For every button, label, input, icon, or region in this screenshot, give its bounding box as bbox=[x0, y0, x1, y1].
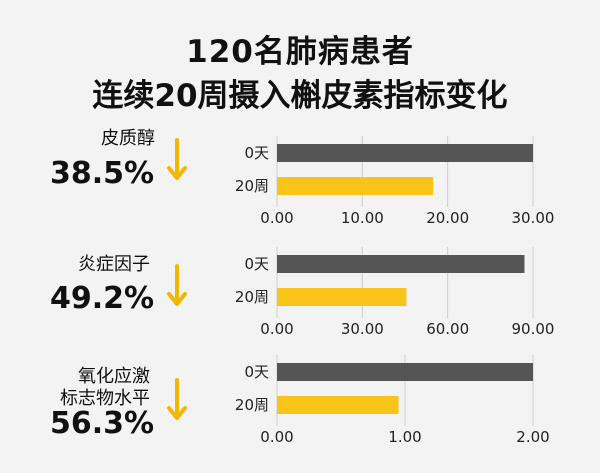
down-arrow-icon bbox=[167, 378, 187, 420]
chart-title-line1: 120名肺病患者 bbox=[186, 34, 414, 70]
tick-label: 2.00 bbox=[516, 428, 549, 446]
tick-label: 1.00 bbox=[388, 428, 421, 446]
bar bbox=[277, 363, 533, 381]
bar bbox=[277, 177, 434, 195]
metric-block-cortisol: 皮质醇 38.5% bbox=[40, 128, 190, 191]
metric-name: 皮质醇 bbox=[101, 128, 155, 149]
metric-change: 38.5% bbox=[50, 156, 155, 191]
tick-label: 60.00 bbox=[426, 320, 469, 338]
category-label: 20周 bbox=[235, 177, 269, 195]
tick-label: 90.00 bbox=[512, 320, 555, 338]
metric-name-line2: 标志物水平 bbox=[60, 388, 150, 409]
metric-change: 49.2% bbox=[50, 281, 155, 316]
category-label: 0天 bbox=[244, 363, 269, 381]
metric-name: 炎症因子 bbox=[78, 254, 150, 275]
tick-label: 0.00 bbox=[260, 320, 293, 338]
bar bbox=[277, 144, 533, 162]
tick-label: 10.00 bbox=[341, 209, 384, 227]
metric-name-line1: 氧化应激 bbox=[78, 366, 150, 387]
tick-label: 0.00 bbox=[260, 209, 293, 227]
tick-label: 30.00 bbox=[341, 320, 384, 338]
down-arrow-icon bbox=[167, 138, 187, 180]
category-label: 20周 bbox=[235, 288, 269, 306]
bar bbox=[277, 288, 407, 306]
tick-label: 20.00 bbox=[426, 209, 469, 227]
category-label: 0天 bbox=[244, 255, 269, 273]
tick-label: 30.00 bbox=[512, 209, 555, 227]
metric-change: 56.3% bbox=[50, 406, 155, 441]
category-label: 0天 bbox=[244, 144, 269, 162]
bar bbox=[277, 396, 399, 414]
category-label: 20周 bbox=[235, 396, 269, 414]
bar bbox=[277, 255, 525, 273]
metric-block-oxidative-stress: 氧化应激 标志物水平 56.3% bbox=[40, 366, 190, 446]
chart-title-line2: 连续20周摄入槲皮素指标变化 bbox=[92, 78, 508, 114]
metric-block-inflammation: 炎症因子 49.2% bbox=[40, 254, 190, 316]
down-arrow-icon bbox=[167, 264, 187, 306]
tick-label: 0.00 bbox=[260, 428, 293, 446]
